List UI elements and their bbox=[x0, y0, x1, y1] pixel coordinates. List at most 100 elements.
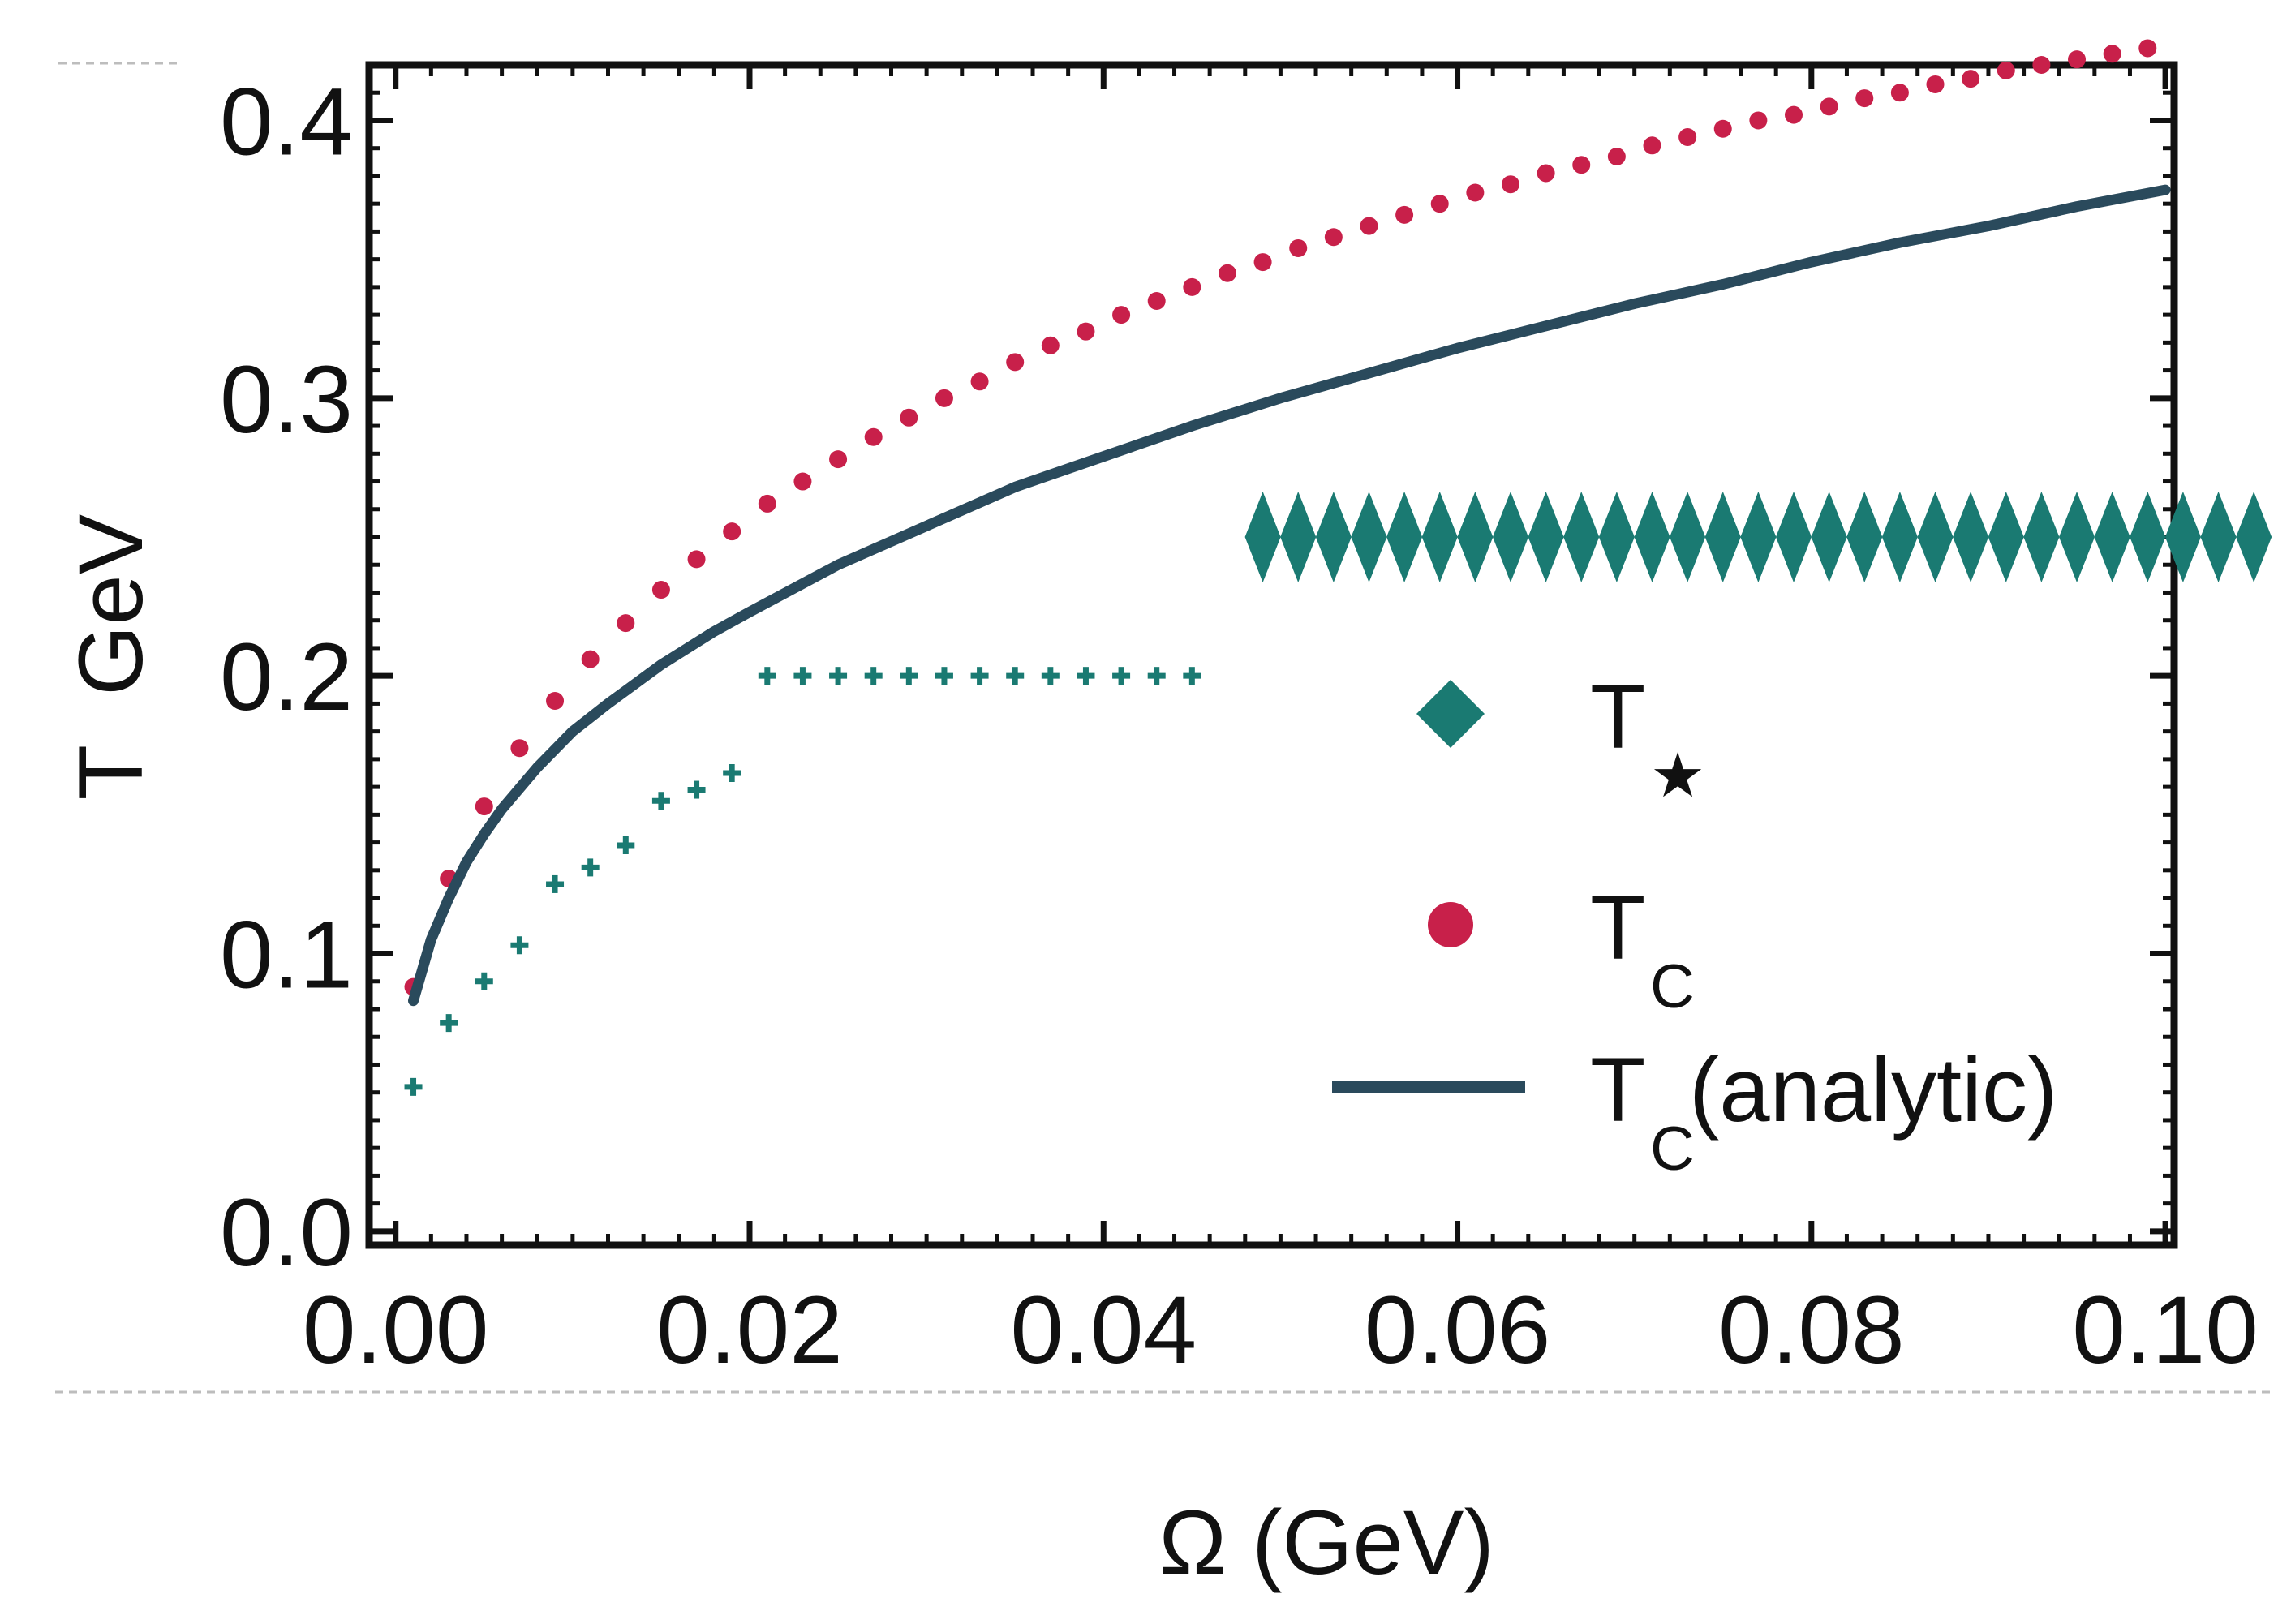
data-point-cross bbox=[970, 667, 989, 685]
x-tick-label: 0.06 bbox=[1365, 1277, 1551, 1384]
data-point-cross bbox=[581, 858, 600, 877]
data-point-circle bbox=[687, 550, 706, 569]
data-point-circle bbox=[864, 427, 883, 446]
data-point-circle bbox=[1749, 111, 1768, 130]
data-point-diamond bbox=[1598, 492, 1635, 582]
data-point-circle bbox=[510, 739, 529, 758]
data-point-circle bbox=[1607, 147, 1626, 165]
data-point-diamond bbox=[2164, 492, 2201, 582]
data-point-circle bbox=[475, 797, 493, 816]
data-point-cross bbox=[900, 667, 918, 685]
data-point-circle bbox=[1926, 75, 1945, 93]
data-point-circle bbox=[1466, 183, 1485, 202]
data-point-diamond bbox=[1811, 492, 1847, 582]
data-point-diamond bbox=[1280, 492, 1317, 582]
data-point-circle bbox=[1395, 205, 1414, 224]
data-point-cross bbox=[758, 667, 776, 685]
decor-dashes bbox=[55, 62, 2272, 1394]
data-point-diamond bbox=[1953, 492, 1989, 582]
data-point-circle bbox=[935, 389, 953, 407]
data-point-circle bbox=[2103, 45, 2121, 63]
data-point-cross bbox=[1006, 667, 1025, 685]
data-point-circle bbox=[900, 408, 918, 427]
legend-label: T bbox=[1590, 1039, 1645, 1141]
data-point-cross bbox=[440, 1014, 458, 1033]
data-point-diamond bbox=[1881, 492, 1918, 582]
legend-item-t_c_analytic-line: TC (analytic) bbox=[1332, 1039, 2057, 1184]
data-point-diamond bbox=[1776, 492, 1812, 582]
data-point-circle bbox=[1855, 89, 1874, 108]
data-point-diamond bbox=[1634, 492, 1670, 582]
data-point-cross bbox=[723, 764, 741, 782]
data-point-circle bbox=[1324, 228, 1343, 247]
data-point-diamond bbox=[1351, 492, 1387, 582]
data-point-circle bbox=[1572, 156, 1591, 174]
plot-area bbox=[404, 39, 2272, 1096]
data-point-circle bbox=[546, 691, 565, 710]
data-point-circle bbox=[1678, 128, 1697, 147]
x-tick-label: 0.00 bbox=[303, 1277, 489, 1384]
data-point-cross bbox=[617, 836, 635, 855]
x-tick-label: 0.10 bbox=[2072, 1277, 2259, 1384]
data-point-diamond bbox=[2059, 492, 2095, 582]
data-point-circle bbox=[2032, 56, 2051, 74]
data-point-cross bbox=[546, 874, 565, 893]
data-point-circle bbox=[1006, 353, 1025, 372]
y-tick-label: 0.4 bbox=[220, 68, 353, 175]
data-point-diamond bbox=[2130, 492, 2166, 582]
data-point-circle bbox=[581, 650, 600, 668]
data-point-circle bbox=[1430, 195, 1449, 213]
data-point-diamond bbox=[1988, 492, 2024, 582]
legend-label: T bbox=[1590, 666, 1645, 767]
data-point-circle bbox=[758, 494, 776, 513]
data-point-diamond bbox=[1917, 492, 1954, 582]
legend-item-t_c-circle: TC bbox=[1428, 877, 1695, 1021]
data-point-circle bbox=[970, 372, 989, 391]
data-point-diamond bbox=[1416, 680, 1485, 748]
data-point-circle bbox=[793, 472, 812, 491]
data-point-circle bbox=[1147, 292, 1166, 310]
legend-label-rest: (analytic) bbox=[1689, 1039, 2057, 1141]
y-tick-label: 0.0 bbox=[220, 1179, 353, 1287]
data-point-circle bbox=[1289, 238, 1308, 257]
data-point-diamond bbox=[1315, 492, 1352, 582]
data-point-cross bbox=[510, 936, 529, 955]
data-point-diamond bbox=[2023, 492, 2060, 582]
data-point-circle bbox=[1428, 902, 1473, 947]
data-point-circle bbox=[829, 450, 848, 469]
data-point-circle bbox=[651, 581, 670, 599]
data-point-circle bbox=[1997, 61, 2015, 79]
data-point-diamond bbox=[1421, 492, 1458, 582]
data-point-cross bbox=[1077, 667, 1095, 685]
series-line bbox=[408, 184, 2171, 1007]
series-t_c_analytic-line bbox=[408, 184, 2171, 1007]
legend-label-subscript: C bbox=[1650, 1115, 1695, 1184]
data-point-circle bbox=[1890, 84, 1909, 102]
data-point-diamond bbox=[1563, 492, 1600, 582]
data-point-cross bbox=[1112, 667, 1131, 685]
data-point-circle bbox=[1077, 322, 1095, 341]
series-t_star-diamond bbox=[1244, 492, 2272, 582]
data-point-diamond bbox=[1528, 492, 1564, 582]
data-point-circle bbox=[1501, 175, 1519, 194]
data-point-diamond bbox=[1386, 492, 1423, 582]
legend-label-subscript: ★ bbox=[1650, 741, 1705, 810]
data-point-cross bbox=[404, 1077, 423, 1096]
data-point-diamond bbox=[1704, 492, 1741, 582]
data-point-cross bbox=[1183, 667, 1201, 685]
data-point-cross bbox=[651, 792, 670, 810]
data-point-circle bbox=[1112, 306, 1131, 324]
legend-label-subscript: C bbox=[1650, 952, 1695, 1021]
data-point-cross bbox=[1041, 667, 1060, 685]
y-tick-label: 0.1 bbox=[220, 902, 353, 1009]
x-tick-label: 0.08 bbox=[1718, 1277, 1905, 1384]
data-point-circle bbox=[1643, 136, 1661, 155]
data-point-circle bbox=[1713, 119, 1732, 138]
series-t_star-cross bbox=[404, 667, 1201, 1096]
legend-item-t_star-diamond: T★ bbox=[1416, 666, 1705, 810]
y-axis-title: T GeV bbox=[60, 513, 161, 800]
data-point-diamond bbox=[1492, 492, 1528, 582]
data-point-diamond bbox=[1846, 492, 1883, 582]
data-point-cross bbox=[864, 667, 883, 685]
